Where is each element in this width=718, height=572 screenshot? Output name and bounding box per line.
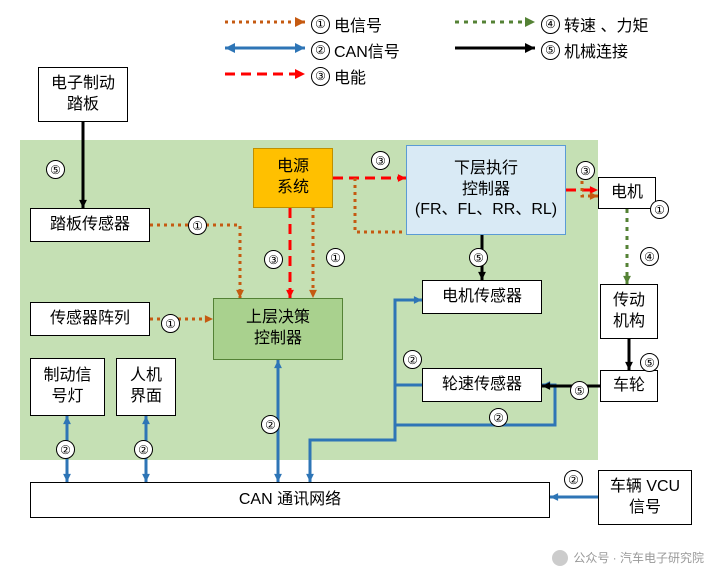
edge-label-e8: ⑤ — [469, 248, 488, 267]
node-sensor_array: 传感器阵列 — [30, 302, 150, 336]
node-brake_pedal: 电子制动踏板 — [38, 67, 128, 122]
node-brake_light: 制动信号灯 — [30, 358, 105, 416]
edge-label-e9: ① — [161, 314, 180, 333]
node-can_net: CAN 通讯网络 — [30, 482, 550, 518]
node-vcu: 车辆 VCU信号 — [598, 470, 692, 525]
edge-label-e16: ⑤ — [640, 353, 659, 372]
edge-label-e17: ⑤ — [570, 381, 589, 400]
edge-label-e4: ③ — [264, 250, 283, 269]
edge-label-e15: ② — [489, 408, 508, 427]
node-motor_sensor: 电机传感器 — [422, 280, 542, 314]
node-power: 电源系统 — [253, 148, 333, 208]
edge-label-e5: ① — [326, 248, 345, 267]
wechat-icon — [552, 550, 568, 566]
node-motor: 电机 — [598, 177, 656, 209]
node-hmi: 人机界面 — [116, 358, 176, 416]
watermark-text: 公众号 · 汽车电子研究院 — [573, 549, 704, 566]
edge-label-e10: ④ — [640, 247, 659, 266]
node-lower_ctrl: 下层执行控制器(FR、FL、RR、RL) — [406, 145, 566, 235]
node-wheel_sensor: 轮速传感器 — [422, 368, 542, 402]
node-pedal_sensor: 踏板传感器 — [30, 208, 150, 242]
legend: ①电信号②CAN信号③电能④转速 、力矩⑤机械连接 — [225, 8, 705, 93]
edge-label-e12: ② — [56, 440, 75, 459]
node-wheel: 车轮 — [600, 370, 658, 402]
edge-label-e3: ③ — [371, 151, 390, 170]
edge-label-e1: ⑤ — [46, 160, 65, 179]
edge-label-e7: ① — [650, 200, 669, 219]
edge-label-e13: ② — [134, 440, 153, 459]
node-upper_ctrl: 上层决策控制器 — [213, 298, 343, 360]
edge-label-e11: ② — [261, 415, 280, 434]
edge-label-e14: ② — [403, 350, 422, 369]
edge-label-e6: ③ — [576, 161, 595, 180]
diagram-canvas: ①电信号②CAN信号③电能④转速 、力矩⑤机械连接 电子制动踏板踏板传感器 电源系… — [0, 0, 718, 572]
edge-label-e18: ② — [564, 470, 583, 489]
node-trans: 传动机构 — [600, 284, 658, 339]
edge-label-e2: ① — [188, 216, 207, 235]
watermark: 公众号 · 汽车电子研究院 — [552, 549, 704, 566]
